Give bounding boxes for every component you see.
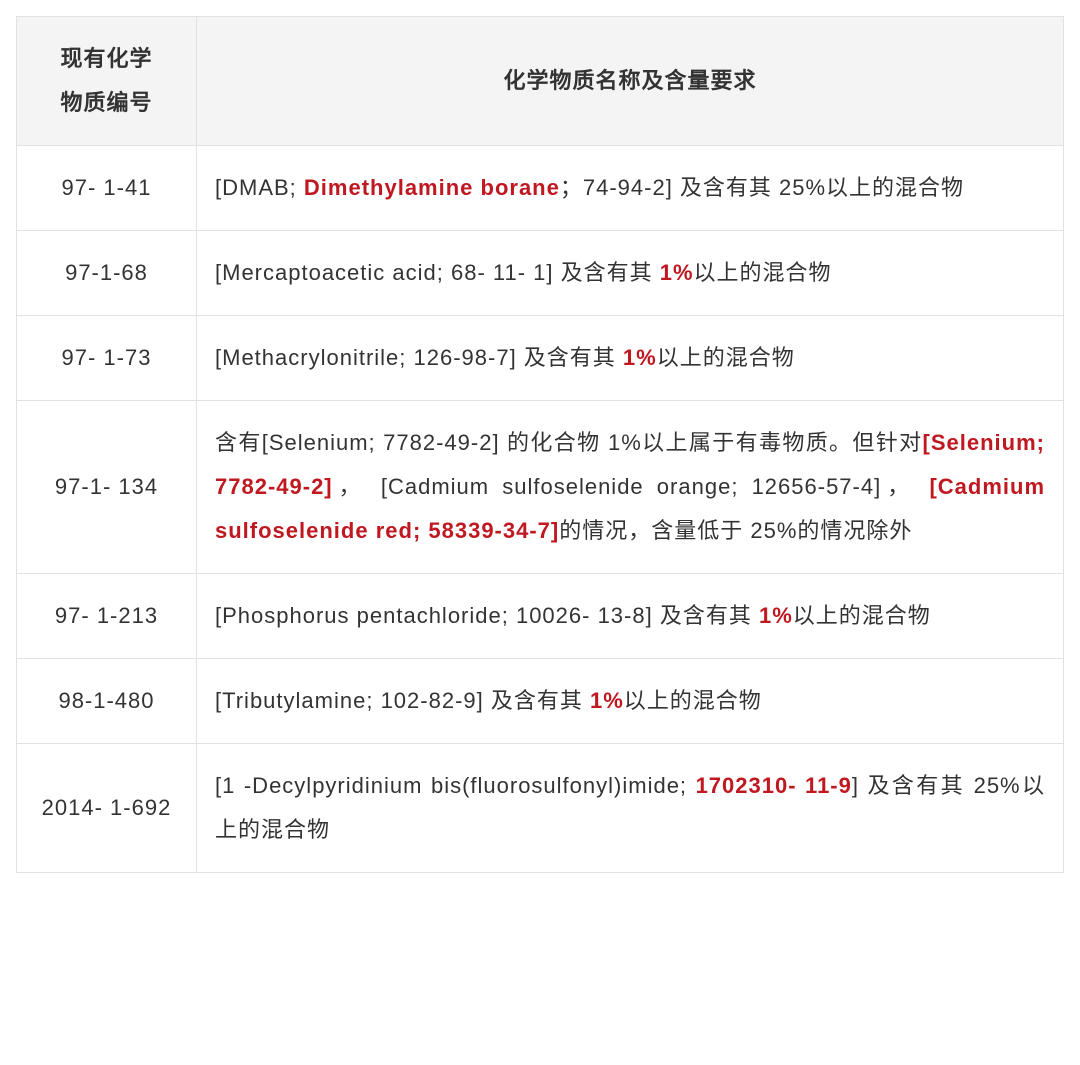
text-run: [Phosphorus pentachloride; 10026- 13-8] … [215,603,759,628]
text-run: [Tributylamine; 102-82-9] 及含有其 [215,688,590,713]
text-run: [Mercaptoacetic acid; 68- 11- 1] 及含有其 [215,260,660,285]
table-row: 97- 1-213 [Phosphorus pentachloride; 1002… [17,574,1064,659]
cell-desc: [Methacrylonitrile; 126-98-7] 及含有其 1%以上的… [197,316,1064,401]
col-header-id: 现有化学物质编号 [17,17,197,146]
cell-desc: [1 -Decylpyridinium bis(fluorosulfonyl)i… [197,744,1064,873]
text-run: 以上的混合物 [793,603,931,628]
table-row: 97- 1-41[DMAB; Dimethylamine borane；74-9… [17,146,1064,231]
table-row: 97-1-68[Mercaptoacetic acid; 68- 11- 1] … [17,231,1064,316]
highlight-text: 1% [660,260,694,285]
table-header-row: 现有化学物质编号 化学物质名称及含量要求 [17,17,1064,146]
cell-id: 97- 1-73 [17,316,197,401]
cell-desc: 含有[Selenium; 7782-49-2] 的化合物 1%以上属于有毒物质。… [197,401,1064,574]
cell-desc: [Phosphorus pentachloride; 10026- 13-8] … [197,574,1064,659]
chemical-table: 现有化学物质编号 化学物质名称及含量要求 97- 1-41[DMAB; Dime… [16,16,1064,873]
cell-id: 97- 1-213 [17,574,197,659]
text-run: 以上的混合物 [624,688,762,713]
cell-id: 97- 1-41 [17,146,197,231]
table-body: 97- 1-41[DMAB; Dimethylamine borane；74-9… [17,146,1064,873]
text-run: 含有[Selenium; 7782-49-2] 的化合物 1%以上属于有毒物质。… [215,430,923,455]
text-run: ， [Cadmium sulfoselenide orange; 12656-5… [333,474,930,499]
highlight-text: 1% [623,345,657,370]
highlight-text: Dimethylamine borane [304,175,560,200]
text-run: 以上的混合物 [694,260,832,285]
cell-id: 97-1-68 [17,231,197,316]
table-row: 98-1-480[Tributylamine; 102-82-9] 及含有其 1… [17,659,1064,744]
cell-desc: [Mercaptoacetic acid; 68- 11- 1] 及含有其 1%… [197,231,1064,316]
text-run: [1 -Decylpyridinium bis(fluorosulfonyl)i… [215,773,696,798]
table-row: 97-1- 134 含有[Selenium; 7782-49-2] 的化合物 1%… [17,401,1064,574]
cell-desc: [DMAB; Dimethylamine borane；74-94-2] 及含有… [197,146,1064,231]
table-row: 97- 1-73[Methacrylonitrile; 126-98-7] 及含… [17,316,1064,401]
text-run: [DMAB; [215,175,304,200]
highlight-text: 1702310- 11-9 [696,773,852,798]
table-row: 2014- 1-692 [1 -Decylpyridinium bis(fluor… [17,744,1064,873]
text-run: [Methacrylonitrile; 126-98-7] 及含有其 [215,345,623,370]
text-run: 的情况，含量低于 25%的情况除外 [559,518,912,543]
highlight-text: 1% [759,603,793,628]
cell-id: 98-1-480 [17,659,197,744]
text-run: ；74-94-2] 及含有其 25%以上的混合物 [560,175,964,200]
cell-id: 2014- 1-692 [17,744,197,873]
text-run: 以上的混合物 [657,345,795,370]
highlight-text: 1% [590,688,624,713]
col-header-desc: 化学物质名称及含量要求 [197,17,1064,146]
cell-id: 97-1- 134 [17,401,197,574]
cell-desc: [Tributylamine; 102-82-9] 及含有其 1%以上的混合物 [197,659,1064,744]
